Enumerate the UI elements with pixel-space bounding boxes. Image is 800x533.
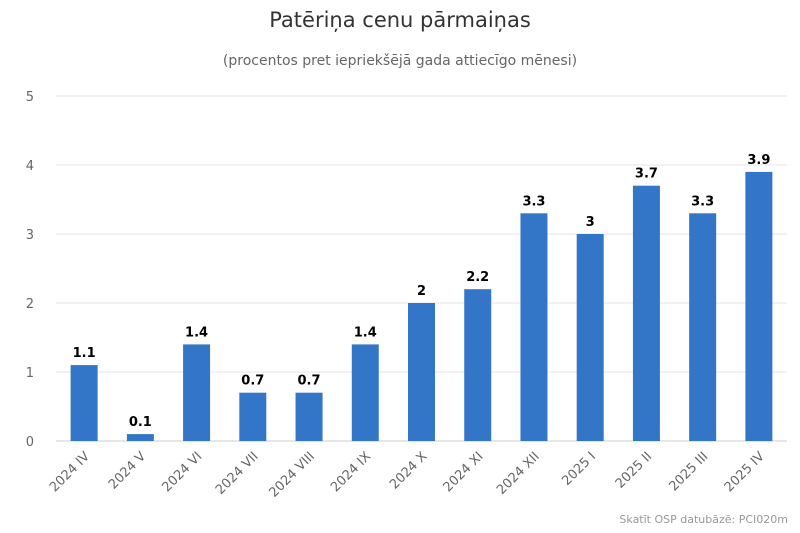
x-tick-label: 2024 IX <box>328 449 374 495</box>
data-label: 0.7 <box>241 374 264 389</box>
x-tick-label: 2024 XI <box>441 449 487 495</box>
bar[interactable] <box>408 303 435 441</box>
data-label: 1.1 <box>73 346 96 361</box>
bars <box>70 171 773 441</box>
bar[interactable] <box>183 344 211 441</box>
data-labels: 1.1 0.1 1.4 0.7 0.7 1.4 2 2.2 3.3 3 3.7 3.3 3.9 <box>73 153 771 430</box>
x-tick-label: 2025 IV <box>722 449 768 495</box>
data-label: 3.9 <box>747 153 770 168</box>
x-tick-label: 2024 XII <box>494 449 543 498</box>
data-label: 1.4 <box>185 325 208 340</box>
source-credit-link[interactable]: Skatīt OSP datubāzē: PCI020m <box>619 513 788 526</box>
bar[interactable] <box>520 213 548 441</box>
bar[interactable] <box>70 365 98 441</box>
bar[interactable] <box>632 185 660 441</box>
bar[interactable] <box>576 234 604 441</box>
y-tick-label: 3 <box>26 228 34 243</box>
data-label: 0.1 <box>129 415 152 430</box>
x-tick-label: 2024 VII <box>213 449 262 498</box>
bar[interactable] <box>689 213 717 441</box>
x-axis-ticks: 2024 IV 2024 V 2024 VI 2024 VII 2024 VIII 202… <box>47 449 768 500</box>
x-tick-label: 2024 VI <box>159 449 205 495</box>
y-tick-label: 2 <box>26 297 34 312</box>
y-tick-label: 0 <box>26 435 34 450</box>
data-label: 2.2 <box>466 270 489 285</box>
y-tick-label: 4 <box>26 159 34 174</box>
bar[interactable] <box>295 392 323 441</box>
y-tick-label: 5 <box>26 90 34 105</box>
data-label: 3.3 <box>522 194 545 209</box>
x-tick-label: 2024 IV <box>47 449 93 495</box>
chart-subtitle: (procentos pret iepriekšējā gada attiecī… <box>222 53 578 69</box>
y-axis-ticks: 0 1 2 3 4 5 <box>26 90 34 450</box>
data-label: 3.3 <box>691 194 714 209</box>
data-label: 1.4 <box>354 325 377 340</box>
data-label: 3 <box>586 215 595 230</box>
bar[interactable] <box>464 289 492 441</box>
x-tick-label: 2025 II <box>613 449 655 491</box>
bar[interactable] <box>239 392 267 441</box>
data-label: 2 <box>417 284 426 299</box>
bar[interactable] <box>351 344 379 441</box>
bar[interactable] <box>745 171 773 441</box>
x-tick-label: 2024 V <box>106 449 149 492</box>
bar[interactable] <box>126 434 154 441</box>
chart-title: Patēriņa cenu pārmaiņas <box>269 8 531 32</box>
y-tick-label: 1 <box>26 366 34 381</box>
data-label: 0.7 <box>298 374 321 389</box>
x-tick-label: 2024 X <box>387 449 430 492</box>
data-label: 3.7 <box>635 167 658 182</box>
x-tick-label: 2025 I <box>559 449 599 489</box>
x-tick-label: 2025 III <box>666 449 711 494</box>
x-tick-label: 2024 VIII <box>267 449 318 500</box>
